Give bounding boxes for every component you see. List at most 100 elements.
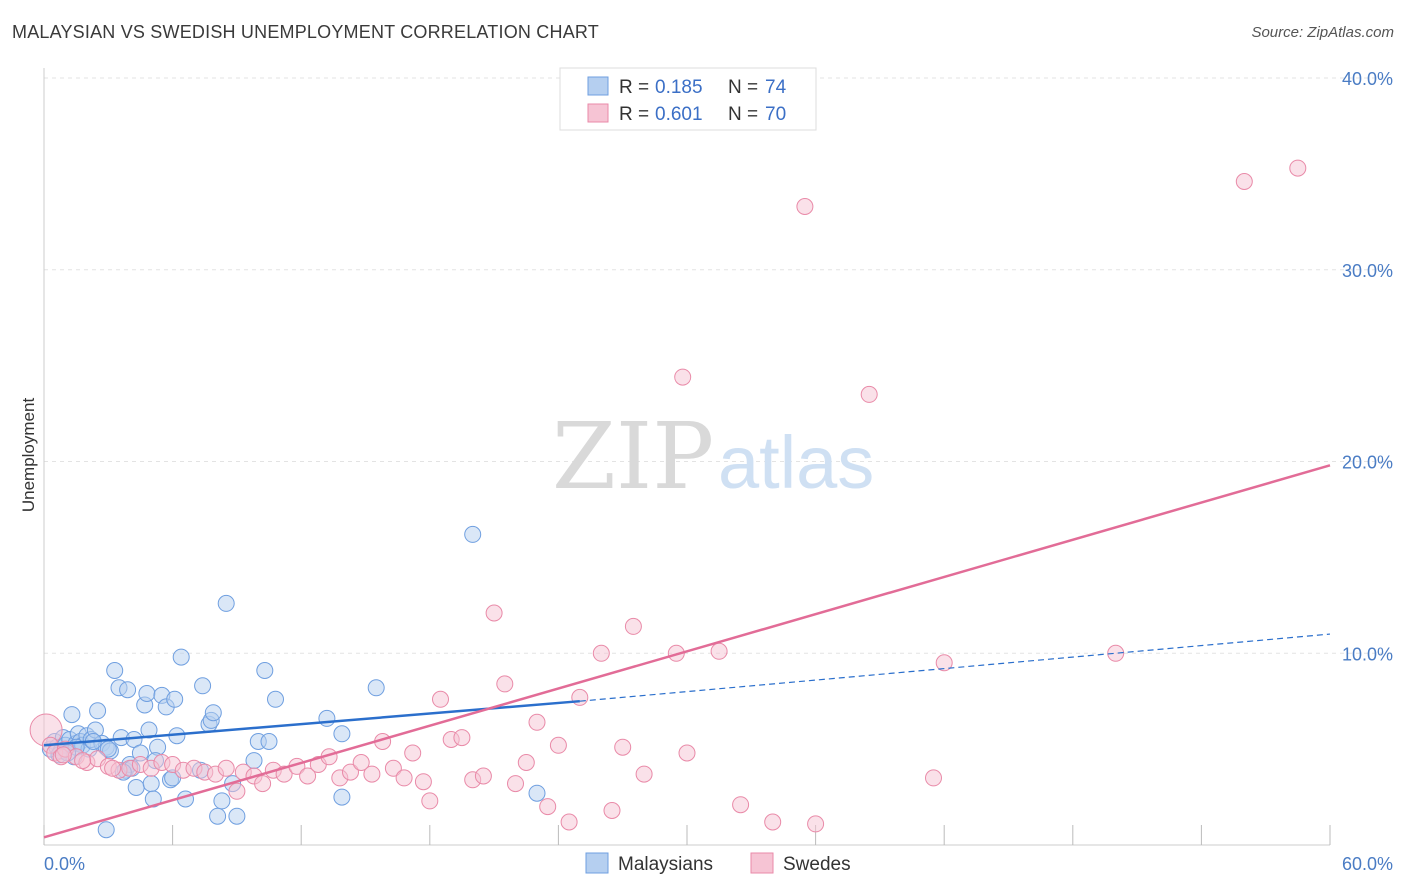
gridlines (44, 77, 1394, 654)
point-malaysians-58 (318, 709, 336, 727)
point-swedes-47 (507, 775, 524, 793)
point-swedes-75 (104, 759, 122, 777)
point-malaysians-25 (119, 681, 137, 699)
point-swedes-58 (635, 765, 653, 783)
bottom-legend-swatch-swedes (750, 852, 774, 874)
legend-r-label-swedes: R = (619, 104, 649, 125)
trendline-swedes (43, 464, 1331, 839)
legend-n-value-malaysians: 74 (765, 77, 787, 98)
point-malaysians-33 (142, 775, 160, 793)
point-swedes-68 (925, 769, 942, 787)
point-swedes-54 (592, 644, 610, 662)
legend-r-value-swedes: 0.601 (655, 104, 703, 125)
legend-n-value-swedes: 70 (765, 104, 786, 125)
legend-r-label-malaysians: R = (619, 77, 649, 98)
point-malaysians-47 (204, 704, 222, 722)
point-malaysians-57 (267, 690, 284, 708)
y-tick-label-3: 40.0% (1342, 69, 1393, 89)
point-swedes-31 (342, 763, 359, 781)
point-malaysians-61 (367, 679, 385, 697)
point-swedes-56 (614, 738, 632, 756)
point-swedes-69 (935, 654, 953, 672)
trend-lines (43, 464, 1331, 839)
bottom-legend-label-malaysians: Malaysians (618, 854, 713, 875)
point-swedes-73 (54, 746, 72, 764)
y-tick-label-0: 10.0% (1342, 644, 1393, 664)
point-swedes-46 (496, 675, 514, 693)
y-tick-label-1: 20.0% (1342, 453, 1393, 473)
point-swedes-53 (571, 688, 589, 706)
point-swedes-67 (860, 385, 878, 403)
point-malaysians-7 (63, 706, 81, 724)
point-malaysians-55 (256, 662, 274, 679)
point-malaysians-52 (228, 807, 246, 825)
series-malaysians-points (41, 525, 546, 839)
point-swedes-74 (74, 752, 92, 770)
point-swedes-57 (624, 617, 642, 635)
point-malaysians-17 (89, 702, 107, 720)
point-swedes-72 (1289, 159, 1307, 177)
chart-title: MALAYSIAN VS SWEDISH UNEMPLOYMENT CORREL… (12, 22, 599, 42)
point-swedes-42 (453, 729, 471, 747)
point-swedes-70 (1107, 644, 1125, 662)
bottom-legend-swatch-malaysians (585, 852, 609, 874)
point-swedes-20 (228, 782, 246, 800)
point-swedes-65 (796, 198, 814, 215)
point-malaysians-49 (213, 792, 231, 810)
point-swedes-51 (549, 736, 567, 754)
tick-labels: 10.0% 20.0% 30.0% 40.0% 0.0% 60.0% (44, 69, 1393, 874)
point-malaysians-48 (209, 807, 227, 825)
point-malaysians-60 (333, 725, 351, 743)
point-swedes-38 (414, 773, 432, 791)
point-swedes-61 (678, 744, 696, 762)
legend-n-label-malaysians: N = (728, 77, 758, 98)
legend-n-label-swedes: N = (728, 104, 758, 125)
point-swedes-52 (560, 813, 578, 831)
point-malaysians-28 (127, 779, 145, 796)
point-swedes-62 (710, 642, 728, 660)
legend-swatch-swedes (587, 103, 609, 123)
point-swedes-27 (299, 767, 317, 785)
point-malaysians-64 (97, 821, 115, 839)
point-malaysians-39 (166, 690, 184, 708)
point-malaysians-32 (140, 721, 158, 739)
legend-series: Malaysians Swedes (585, 852, 851, 875)
x-tick-label-0: 0.0% (44, 854, 85, 874)
point-swedes-63 (732, 796, 750, 814)
point-swedes-32 (352, 754, 370, 771)
y-tick-label-2: 30.0% (1342, 261, 1393, 281)
watermark-atlas: atlas (718, 421, 874, 504)
point-malaysians-44 (194, 677, 212, 695)
point-swedes-66 (807, 815, 825, 833)
point-malaysians-56 (260, 733, 278, 750)
trendline-malaysians (43, 699, 580, 747)
point-swedes-49 (528, 713, 546, 731)
point-swedes-48 (517, 754, 535, 771)
point-malaysians-59 (333, 788, 351, 806)
point-swedes-36 (395, 769, 413, 787)
trendline-malaysians-extension (579, 633, 1331, 702)
point-malaysians-41 (172, 648, 190, 666)
x-tick-label-1: 60.0% (1342, 854, 1393, 874)
y-axis-title: Unemployment (19, 398, 38, 513)
legend-r-value-malaysians: 0.185 (655, 77, 703, 98)
legend-stats: R = 0.185 N = 74 R = 0.601 N = 70 (559, 67, 817, 131)
point-swedes-44 (474, 767, 492, 785)
point-malaysians-63 (528, 784, 546, 802)
point-swedes-50 (539, 798, 557, 816)
point-swedes-71 (1235, 173, 1253, 190)
point-malaysians-21 (106, 662, 124, 679)
bottom-legend-label-swedes: Swedes (783, 854, 851, 875)
point-malaysians-50 (217, 594, 235, 612)
point-swedes-60 (674, 368, 692, 386)
legend-swatch-malaysians (587, 76, 609, 96)
point-malaysians-62 (464, 525, 482, 543)
series-swedes-points (29, 159, 1307, 833)
point-swedes-64 (764, 813, 782, 831)
point-swedes-39 (421, 792, 439, 810)
point-swedes-23 (254, 775, 272, 793)
source-credit: Source: ZipAtlas.com (1251, 24, 1394, 41)
point-swedes-45 (485, 604, 503, 622)
point-swedes-33 (363, 765, 381, 783)
